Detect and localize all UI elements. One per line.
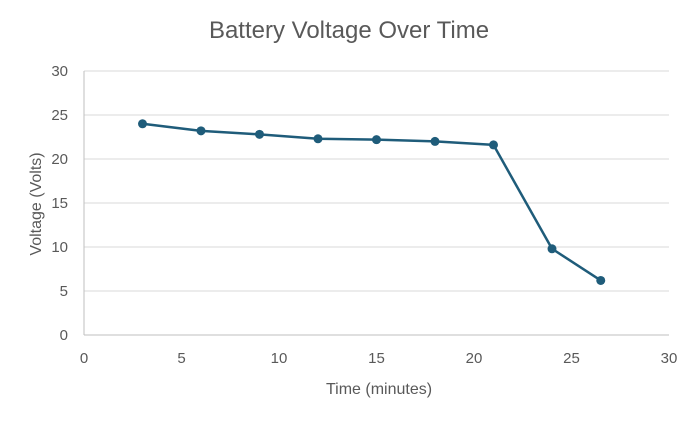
axes	[83, 71, 669, 336]
series-line	[142, 122, 602, 282]
data-point	[372, 135, 381, 145]
x-tick-label: 20	[466, 350, 483, 367]
data-point	[138, 119, 147, 129]
grid	[84, 70, 669, 292]
data-point	[313, 134, 323, 144]
data-point	[596, 275, 606, 285]
data-point	[489, 140, 498, 150]
x-axis-label: Time (minutes)	[326, 381, 432, 398]
y-tick-label: 20	[51, 151, 68, 168]
x-tick-labels: 0 5 10 15 20 25 30	[80, 350, 678, 367]
y-axis-label: Voltage (Volts)	[28, 152, 45, 255]
x-tick-label: 10	[271, 350, 288, 367]
data-point	[255, 129, 264, 139]
x-tick-label: 0	[80, 350, 88, 367]
data-series	[138, 119, 606, 285]
data-point	[547, 244, 557, 254]
data-point	[430, 136, 440, 146]
y-tick-labels: 0 5 10 15 20 25 30	[51, 63, 68, 344]
y-tick-label: 30	[51, 63, 68, 80]
y-tick-label: 5	[60, 283, 68, 300]
data-point	[196, 126, 206, 136]
y-tick-label: 15	[51, 195, 68, 212]
y-tick-label: 10	[51, 239, 68, 256]
x-tick-label: 25	[563, 350, 580, 367]
x-tick-label: 5	[177, 350, 185, 367]
x-tick-label: 15	[368, 350, 385, 367]
y-tick-label: 0	[60, 327, 68, 344]
chart-title: Battery Voltage Over Time	[209, 17, 489, 44]
x-tick-label: 30	[661, 350, 678, 367]
y-tick-label: 25	[51, 107, 68, 124]
